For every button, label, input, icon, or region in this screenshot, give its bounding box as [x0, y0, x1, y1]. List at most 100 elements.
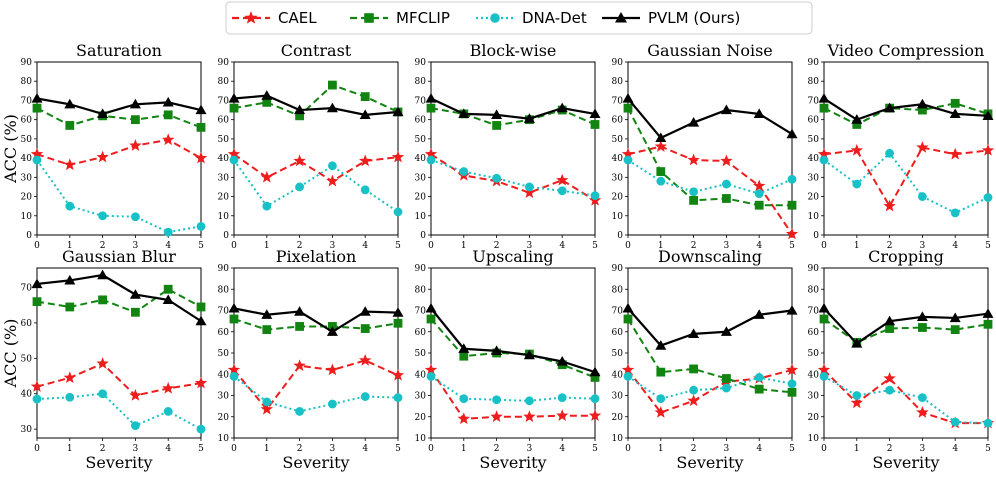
- data-point-cael: [949, 147, 962, 160]
- data-point-cael: [227, 147, 241, 160]
- y-tick-label: 60: [808, 116, 820, 126]
- series-dna-det: [819, 371, 993, 428]
- axes-frame: [233, 267, 399, 439]
- data-point-cael: [359, 353, 372, 366]
- y-tick-label: 10: [808, 434, 820, 444]
- data-point-mfclip: [295, 111, 304, 121]
- x-axis-label: Severity: [479, 453, 546, 472]
- legend-label-cael: CAEL: [278, 9, 317, 27]
- series-line-pvlm-ours: [430, 307, 596, 374]
- series-line-pvlm-ours: [430, 97, 596, 120]
- y-tick-label: 90: [612, 58, 624, 68]
- x-tick-label: 0: [34, 444, 40, 454]
- x-tick-label: 1: [67, 444, 73, 454]
- y-tick-label: 30: [612, 392, 624, 402]
- x-tick-label: 3: [527, 241, 533, 251]
- data-point-cael: [687, 394, 700, 407]
- series-line-cael: [627, 369, 793, 414]
- y-tick-label: 80: [218, 77, 230, 87]
- axes-frame: [627, 267, 793, 439]
- data-point-mfclip: [65, 121, 75, 130]
- x-tick-label: 2: [100, 444, 106, 454]
- series-dna-det: [819, 148, 993, 218]
- y-tick-label: 90: [21, 58, 33, 68]
- y-tick-label: 40: [612, 154, 624, 164]
- data-point-dna-det: [754, 189, 764, 199]
- x-tick-label: 3: [330, 241, 336, 251]
- legend-marker-mfclip: [364, 13, 374, 23]
- y-tick-label: 50: [415, 349, 427, 359]
- x-tick-label: 5: [198, 241, 204, 251]
- y-tick-label: 0: [26, 231, 32, 241]
- y-tick-label: 10: [415, 212, 427, 222]
- data-point-mfclip: [885, 324, 894, 333]
- y-tick-label: 20: [612, 193, 624, 203]
- data-point-cael: [424, 147, 438, 160]
- data-point-pvlm-ours: [589, 108, 601, 119]
- data-point-pvlm-ours: [688, 328, 700, 338]
- x-tick-label: 2: [297, 444, 303, 454]
- y-tick-label: 70: [415, 96, 427, 106]
- data-point-mfclip: [98, 295, 107, 305]
- x-tick-label: 5: [985, 241, 991, 251]
- legend-marker-dna-det: [490, 13, 500, 23]
- series-line-cael: [823, 369, 988, 425]
- series-line-dna-det: [233, 159, 399, 213]
- data-point-cael: [916, 406, 929, 418]
- data-point-dna-det: [196, 424, 206, 434]
- data-point-dna-det: [492, 173, 501, 183]
- data-point-pvlm-ours: [884, 315, 896, 326]
- y-tick-label: 90: [808, 58, 820, 68]
- x-tick-label: 0: [821, 444, 827, 454]
- data-point-pvlm-ours: [64, 274, 76, 285]
- data-point-mfclip: [131, 115, 140, 125]
- data-point-mfclip: [295, 322, 304, 331]
- data-point-mfclip: [131, 307, 140, 317]
- y-tick-label: 30: [21, 173, 33, 183]
- y-tick-label: 0: [813, 231, 819, 241]
- y-axis-label: ACC (%): [1, 319, 20, 389]
- series-pvlm-ours: [425, 93, 601, 123]
- data-point-dna-det: [623, 155, 633, 165]
- data-point-pvlm-ours: [720, 104, 732, 115]
- x-tick-label: 5: [789, 241, 795, 251]
- panel-title: Video Compression: [827, 41, 985, 60]
- x-tick-label: 1: [461, 444, 467, 454]
- data-point-mfclip: [656, 367, 666, 377]
- data-point-cael: [523, 186, 536, 198]
- y-tick-label: 70: [218, 96, 230, 106]
- y-tick-label: 80: [808, 285, 820, 295]
- x-tick-label: 5: [985, 444, 991, 454]
- data-point-cael: [293, 154, 306, 167]
- series-dna-det: [426, 155, 600, 200]
- data-point-pvlm-ours: [982, 110, 994, 120]
- data-point-cael: [326, 174, 339, 187]
- x-tick-label: 3: [920, 444, 926, 454]
- series-line-dna-det: [823, 151, 989, 215]
- panel-downscaling: Downscaling 10 20 30 40 50 60 70 80 90 0 1 2 3 4 5 Sever…: [612, 247, 799, 472]
- data-point-mfclip: [590, 373, 600, 382]
- data-point-pvlm-ours: [523, 349, 535, 360]
- series-line-mfclip: [430, 107, 596, 127]
- y-tick-label: 50: [612, 349, 624, 359]
- data-point-pvlm-ours: [392, 307, 404, 317]
- y-tick-label: 80: [808, 77, 820, 87]
- data-point-cael: [293, 359, 306, 372]
- y-tick-label: 20: [415, 413, 427, 423]
- data-point-dna-det: [65, 392, 75, 402]
- data-point-dna-det: [623, 371, 633, 381]
- y-tick-label: 50: [808, 349, 820, 359]
- y-tick-label: 50: [612, 135, 624, 145]
- data-point-mfclip: [163, 284, 173, 294]
- panel-title: Upscaling: [472, 247, 553, 266]
- data-point-dna-det: [328, 399, 337, 409]
- y-tick-label: 80: [21, 77, 33, 87]
- data-point-mfclip: [459, 351, 469, 361]
- data-point-dna-det: [722, 179, 731, 189]
- data-point-mfclip: [689, 196, 698, 205]
- data-point-cael: [457, 412, 470, 425]
- data-point-mfclip: [65, 302, 75, 312]
- y-tick-label: 90: [612, 264, 624, 274]
- data-point-cael: [162, 133, 175, 146]
- series-pvlm-ours: [818, 302, 994, 348]
